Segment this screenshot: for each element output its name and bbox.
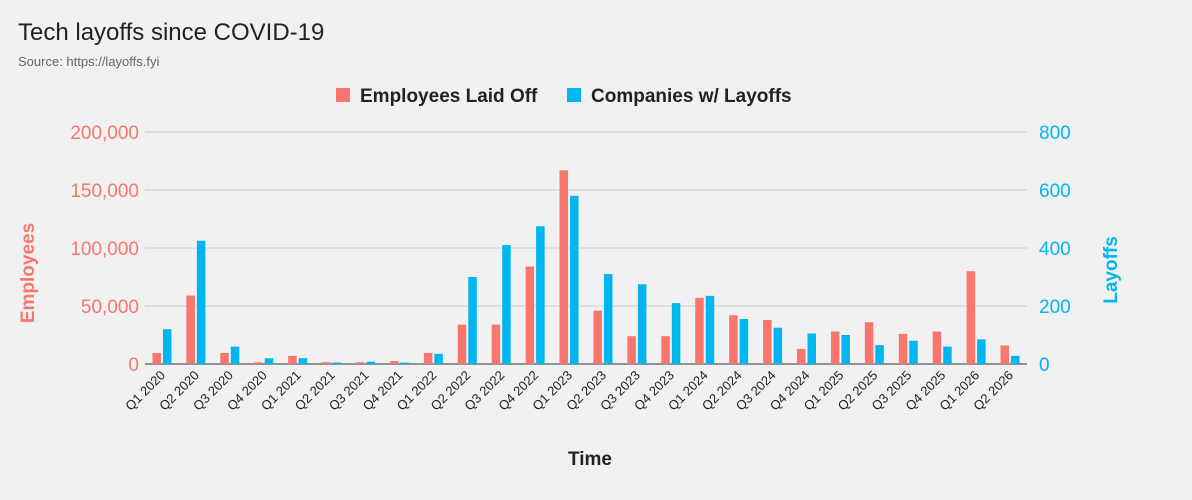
bar-employees: [559, 170, 569, 364]
bar-companies: [366, 361, 375, 364]
bar-companies: [332, 362, 342, 364]
bar-employees: [763, 319, 772, 364]
chart-subtitle: Source: https://layoffs.fyi: [18, 54, 159, 69]
y-tick-left-label: 150,000: [70, 181, 139, 202]
bar-companies: [468, 277, 477, 364]
bar-companies: [637, 284, 647, 364]
bar-employees: [932, 331, 942, 364]
bar-employees: [729, 315, 738, 364]
y-tick-left-label: 50,000: [81, 297, 139, 318]
y-tick-right-label: 400: [1039, 239, 1071, 260]
bar-employees: [356, 362, 365, 364]
bar-employees: [322, 362, 331, 364]
bar-companies: [264, 358, 274, 364]
x-axis-label: Time: [568, 449, 612, 470]
bar-companies: [705, 295, 715, 364]
legend-label-companies: Companies w/ Layoffs: [591, 86, 792, 107]
bar-employees: [152, 352, 161, 364]
y-tick-right-label: 200: [1039, 297, 1071, 318]
bar-employees: [898, 333, 908, 364]
y-tick-left-label: 200,000: [70, 123, 139, 144]
bars: [152, 170, 1020, 364]
bar-employees: [254, 362, 263, 364]
bar-employees: [457, 324, 467, 364]
bar-employees: [627, 336, 636, 364]
legend: Employees Laid Off Companies w/ Layoffs: [336, 86, 792, 107]
y-tick-left-label: 100,000: [70, 239, 139, 260]
bar-employees: [1000, 345, 1010, 364]
bar-companies: [977, 339, 986, 364]
bar-companies: [671, 303, 681, 364]
legend-swatch-employees: [336, 88, 350, 102]
bar-employees: [423, 352, 433, 364]
bar-companies: [400, 362, 409, 364]
bar-employees: [830, 331, 840, 364]
bar-employees: [797, 348, 806, 364]
y-axis-right-ticks: 0 200 400 600 800: [1039, 123, 1071, 376]
bar-companies: [162, 329, 172, 364]
bar-employees: [186, 295, 195, 364]
bar-companies: [434, 353, 443, 364]
gridlines: [145, 131, 1027, 365]
legend-swatch-companies: [567, 88, 581, 102]
bar-employees: [220, 352, 229, 364]
bar-companies: [841, 335, 850, 364]
bar-companies: [603, 274, 613, 364]
y-axis-right-label: Layoffs: [1101, 236, 1122, 304]
bar-employees: [864, 322, 874, 364]
bar-companies: [196, 240, 206, 364]
bar-employees: [593, 310, 602, 364]
bar-companies: [739, 319, 749, 364]
bar-companies: [875, 345, 884, 364]
chart-title: Tech layoffs since COVID-19: [18, 19, 324, 46]
bar-employees: [288, 355, 297, 364]
bar-employees: [525, 266, 535, 364]
legend-label-employees: Employees Laid Off: [360, 86, 538, 107]
bar-companies: [536, 226, 545, 364]
y-tick-left-label: 0: [128, 355, 139, 376]
bar-companies: [807, 333, 816, 364]
y-tick-right-label: 0: [1039, 355, 1050, 376]
bar-companies: [570, 195, 579, 364]
y-axis-left-label: Employees: [18, 223, 39, 323]
bar-companies: [502, 245, 511, 364]
bar-companies: [230, 346, 240, 364]
bar-employees: [661, 336, 670, 364]
bar-companies: [943, 346, 952, 364]
y-axis-left-ticks: 0 50,000 100,000 150,000 200,000: [70, 123, 139, 376]
bar-companies: [298, 358, 308, 364]
bar-companies: [1011, 355, 1020, 364]
y-tick-right-label: 600: [1039, 181, 1071, 202]
bar-employees: [966, 271, 976, 364]
y-tick-right-label: 800: [1039, 123, 1071, 144]
bar-companies: [909, 340, 918, 364]
bar-employees: [389, 361, 399, 364]
bar-employees: [491, 324, 501, 364]
bar-companies: [773, 327, 783, 364]
bar-employees: [695, 297, 704, 364]
